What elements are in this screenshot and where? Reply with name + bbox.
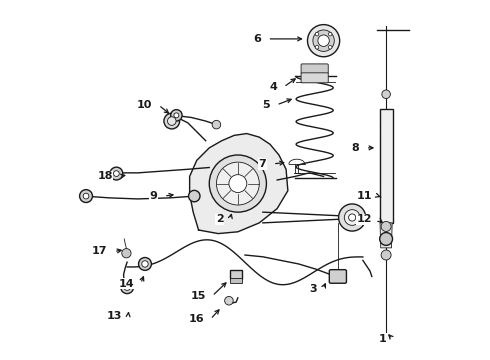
Circle shape [189,190,200,202]
Circle shape [142,261,148,267]
Circle shape [139,257,151,270]
Text: 5: 5 [262,100,270,110]
Text: 11: 11 [356,191,372,201]
Circle shape [217,162,259,205]
Circle shape [83,193,89,199]
Circle shape [224,296,233,305]
Text: 17: 17 [92,247,107,256]
FancyBboxPatch shape [380,109,392,223]
FancyBboxPatch shape [329,270,346,283]
Text: 1: 1 [378,334,386,344]
Circle shape [328,32,332,36]
Text: 12: 12 [356,214,372,224]
Text: 18: 18 [98,171,113,181]
Circle shape [315,32,319,36]
Circle shape [315,45,319,49]
Circle shape [164,113,180,129]
Text: 8: 8 [351,143,359,153]
Text: 2: 2 [216,214,223,224]
Polygon shape [190,134,288,234]
Circle shape [174,113,179,118]
Circle shape [229,175,247,193]
Circle shape [380,233,392,246]
Polygon shape [380,223,392,248]
Circle shape [308,24,340,57]
Circle shape [79,190,93,203]
Text: 3: 3 [309,284,317,294]
Circle shape [381,221,391,231]
FancyBboxPatch shape [301,64,328,74]
FancyBboxPatch shape [230,278,242,283]
Circle shape [381,250,391,260]
Text: 4: 4 [270,82,277,92]
Circle shape [344,210,360,225]
Circle shape [328,45,332,49]
Circle shape [124,284,130,291]
FancyBboxPatch shape [301,73,328,83]
Circle shape [209,155,267,212]
Circle shape [110,167,123,180]
Circle shape [121,281,134,294]
Circle shape [348,214,356,221]
Circle shape [339,204,366,231]
Text: 16: 16 [188,314,204,324]
Text: 13: 13 [106,311,122,321]
Circle shape [212,120,220,129]
Circle shape [122,249,131,258]
Text: 7: 7 [259,159,267,169]
Circle shape [318,35,329,46]
Text: 10: 10 [137,100,152,110]
Circle shape [313,30,334,51]
Circle shape [171,110,182,121]
Circle shape [114,171,119,176]
FancyBboxPatch shape [230,270,242,279]
Text: 6: 6 [253,34,261,44]
Text: 9: 9 [149,191,157,201]
Circle shape [382,90,391,99]
Text: 14: 14 [119,279,134,289]
Circle shape [168,117,176,125]
Text: 15: 15 [190,291,206,301]
